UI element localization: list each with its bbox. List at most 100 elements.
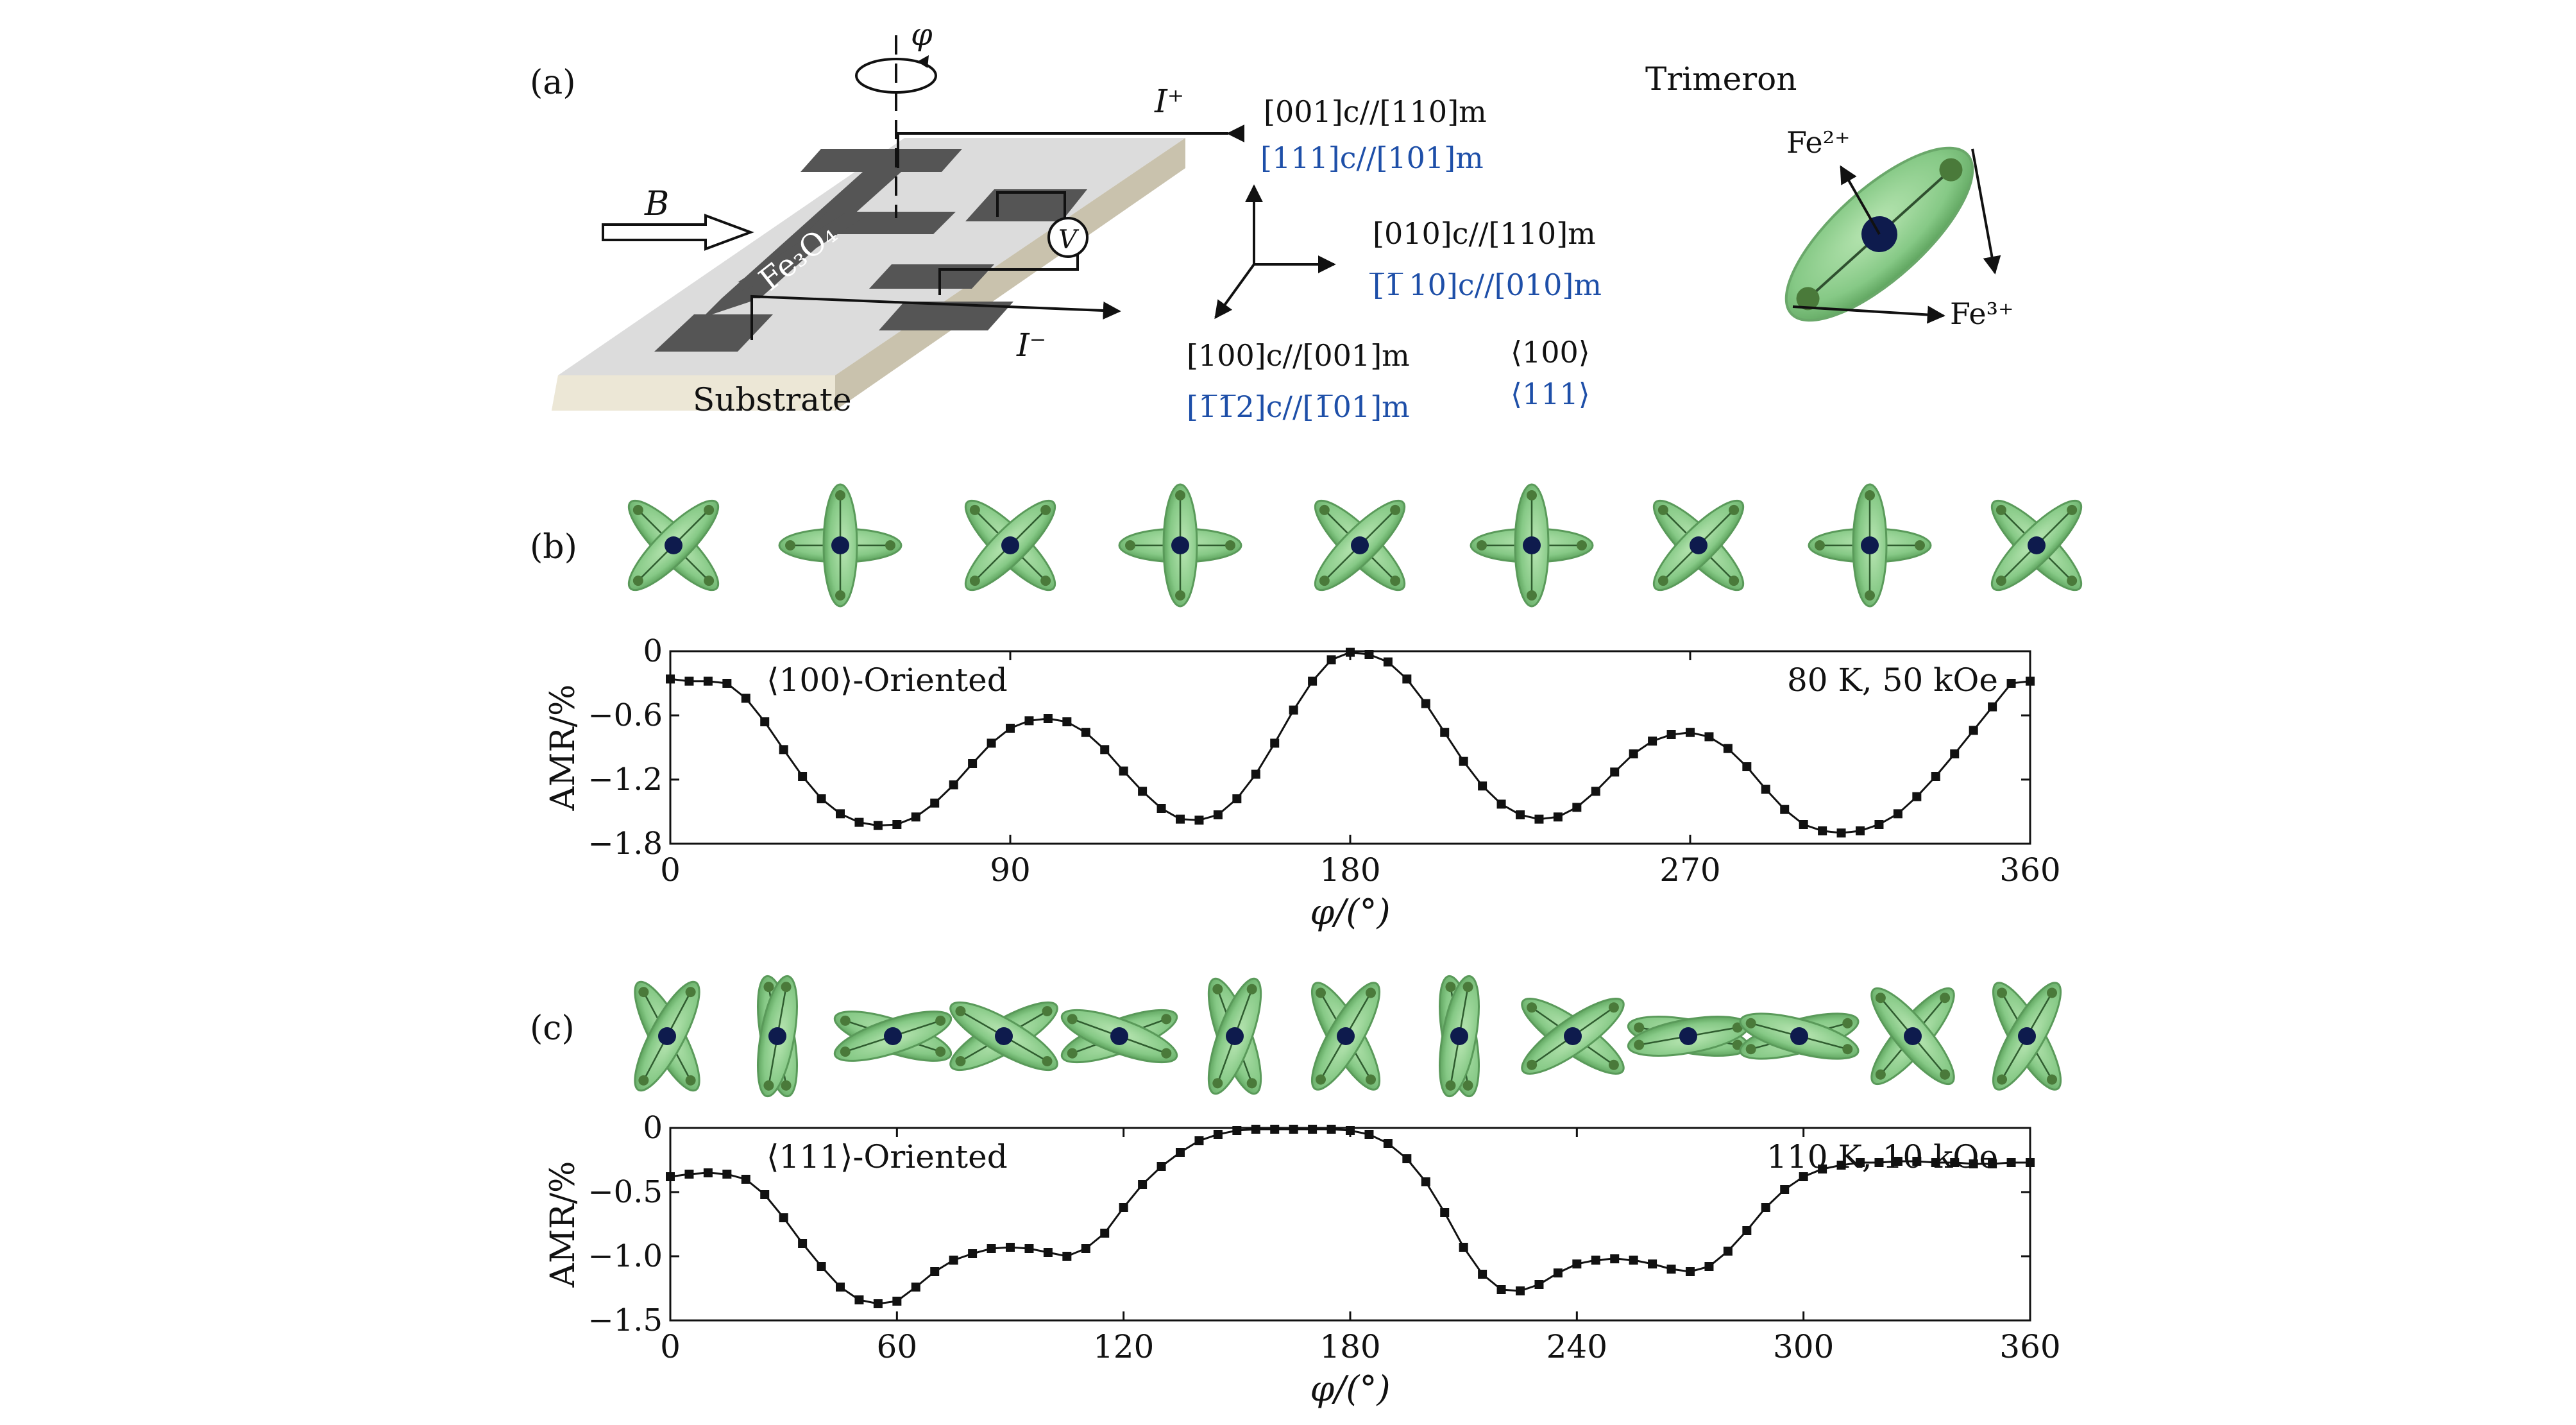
- data-point: [2006, 679, 2016, 688]
- data-point: [1157, 804, 1166, 813]
- data-point: [1289, 705, 1298, 715]
- data-point: [854, 1295, 864, 1304]
- current-minus-label: I⁻: [1016, 327, 1046, 364]
- data-point: [798, 772, 808, 781]
- fe3-label: Fe³⁺: [1950, 296, 2013, 331]
- data-point: [1232, 794, 1242, 803]
- data-point: [1496, 1285, 1506, 1294]
- trimeron-cross-icon: [1980, 489, 2093, 602]
- data-point: [1270, 738, 1280, 748]
- x-tick-label: 180: [1319, 851, 1380, 889]
- condition-annotation: 80 K, 50 kOe: [1787, 661, 1998, 699]
- data-point: [1856, 826, 1865, 835]
- data-point: [1553, 812, 1563, 822]
- data-point: [1194, 815, 1204, 825]
- voltmeter-icon: V: [1047, 217, 1089, 258]
- data-point: [1346, 647, 1355, 657]
- axis-top-blue: [111]c//[101]m: [1260, 141, 1484, 175]
- data-point: [1289, 1125, 1298, 1134]
- trimeron-cross-icon: [1431, 972, 1487, 1100]
- data-point: [684, 1170, 694, 1179]
- data-point: [1213, 810, 1223, 819]
- x-tick-label: 0: [660, 851, 681, 889]
- orientation-annotation: ⟨100⟩-Oriented: [767, 661, 1008, 699]
- data-point: [684, 676, 694, 686]
- data-point: [1969, 726, 1978, 735]
- field-label: B: [644, 185, 669, 223]
- data-point: [2026, 1158, 2035, 1167]
- data-point: [1138, 1180, 1148, 1189]
- data-point: [1553, 1268, 1563, 1277]
- data-point: [1780, 1185, 1790, 1194]
- data-point: [1119, 766, 1128, 776]
- data-point: [892, 820, 902, 829]
- trimeron-row-c: [622, 972, 2073, 1100]
- y-tick-label: −1.8: [588, 826, 663, 862]
- axis-bottom-blue: [1̅1̅2]c//[1̅01]m: [1187, 389, 1410, 424]
- data-point: [1081, 1244, 1090, 1253]
- data-point: [1383, 657, 1393, 667]
- data-point: [1251, 769, 1260, 779]
- data-point: [1516, 810, 1525, 819]
- data-point: [949, 1256, 958, 1265]
- axis-bottom-black: [100]c//[001]m: [1187, 338, 1410, 373]
- data-point: [1912, 1157, 1922, 1166]
- data-point: [1364, 1130, 1374, 1139]
- data-point: [968, 1249, 978, 1258]
- data-point: [1326, 1125, 1336, 1134]
- data-point: [1950, 1158, 1960, 1167]
- x-axis-label: φ/(°): [1310, 1369, 1390, 1409]
- data-point: [1308, 1125, 1318, 1134]
- data-point: [1988, 1159, 1997, 1168]
- data-point: [1232, 1126, 1242, 1135]
- data-point: [892, 1297, 902, 1306]
- data-point: [1931, 772, 1940, 781]
- data-point: [1326, 655, 1336, 665]
- data-point: [1194, 1136, 1204, 1145]
- data-point: [760, 717, 770, 726]
- data-point: [1402, 1154, 1412, 1163]
- data-point: [1062, 1252, 1072, 1261]
- data-point: [666, 1172, 675, 1181]
- data-point: [836, 1283, 845, 1292]
- data-point: [1818, 826, 1827, 835]
- data-point: [1742, 1226, 1752, 1235]
- data-point: [1686, 728, 1695, 737]
- data-point: [1572, 1259, 1582, 1268]
- data-point: [817, 1262, 826, 1271]
- data-point: [1459, 1243, 1468, 1252]
- data-point: [1591, 787, 1600, 796]
- data-point: [2006, 1158, 2016, 1167]
- data-point: [1629, 749, 1638, 758]
- data-point: [1062, 717, 1072, 726]
- data-point: [1572, 803, 1582, 812]
- x-axis-label: φ/(°): [1310, 892, 1390, 932]
- field-arrow-icon: [602, 214, 754, 251]
- data-point: [1648, 737, 1657, 746]
- data-point: [1912, 792, 1922, 801]
- panel-a-label: (a): [530, 64, 576, 102]
- axis-right-black: [010]c//[110]m: [1373, 216, 1596, 251]
- data-point: [854, 817, 864, 827]
- data-point: [1723, 744, 1733, 753]
- data-point: [741, 694, 750, 703]
- y-axis-label: AMR/%: [544, 1161, 582, 1288]
- crystal-axes-icon: [1214, 184, 1336, 320]
- trimeron-arrows: [1792, 148, 2001, 324]
- trimeron-cross-icon: [954, 489, 1067, 602]
- current-plus-label: I⁺: [1154, 83, 1184, 120]
- data-point: [1761, 1203, 1770, 1212]
- y-tick-label: −1.0: [588, 1238, 663, 1274]
- trimeron-cross-icon: [617, 489, 730, 602]
- data-point: [1799, 1172, 1808, 1181]
- data-point: [1516, 1286, 1525, 1295]
- data-point: [1119, 1203, 1128, 1212]
- x-tick-label: 90: [990, 851, 1031, 889]
- x-tick-label: 60: [877, 1328, 918, 1365]
- x-tick-label: 360: [1999, 1328, 2060, 1365]
- data-point: [1440, 1208, 1450, 1217]
- data-point: [1024, 1244, 1034, 1253]
- data-point: [1893, 1157, 1902, 1166]
- data-point: [1478, 1270, 1487, 1279]
